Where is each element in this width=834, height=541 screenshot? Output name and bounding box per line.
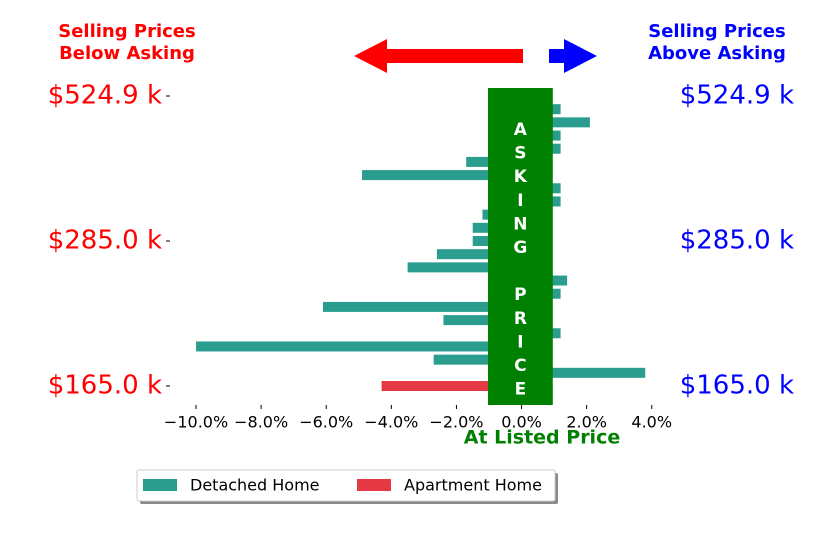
legend-label: Apartment Home — [404, 476, 542, 495]
bar — [196, 341, 522, 352]
right-header: Selling Prices — [648, 21, 785, 42]
x-tick-label: 0.0% — [501, 413, 542, 432]
bar — [521, 367, 646, 378]
x-tick-label: −2.0% — [429, 413, 483, 432]
legend-swatch — [357, 479, 391, 491]
bar — [322, 301, 522, 312]
legend — [136, 469, 556, 502]
y-tick-label: $524.9 k — [48, 81, 162, 111]
x-tick-label: 4.0% — [631, 413, 672, 432]
x-tick-label: −8.0% — [234, 413, 288, 432]
x-tick-label: −4.0% — [364, 413, 418, 432]
left-header: Selling Prices — [58, 21, 195, 42]
asking-band — [488, 88, 553, 405]
left-header: Below Asking — [59, 43, 195, 64]
y-tick-label: $165.0 k — [48, 371, 162, 401]
right-arrow — [549, 39, 597, 73]
y2-tick-label: $524.9 k — [680, 81, 794, 111]
x-tick-label: −6.0% — [299, 413, 353, 432]
legend-swatch — [143, 479, 177, 491]
right-header: Above Asking — [648, 43, 786, 64]
bar — [521, 117, 590, 128]
band-label: ASKING PRICE — [510, 120, 531, 404]
x-axis-label: At Listed Price — [464, 427, 620, 449]
bar — [436, 249, 522, 260]
bar — [362, 170, 522, 181]
legend-label: Detached Home — [190, 476, 320, 495]
bar — [407, 262, 522, 273]
bar — [443, 315, 522, 326]
left-arrow — [354, 39, 523, 73]
y-tick-label: $285.0 k — [48, 226, 162, 256]
bar — [433, 354, 522, 365]
y2-tick-label: $165.0 k — [680, 371, 794, 401]
x-tick-label: −10.0% — [164, 413, 228, 432]
x-tick-label: 2.0% — [566, 413, 607, 432]
bar — [381, 381, 522, 391]
y2-tick-label: $285.0 k — [680, 226, 794, 256]
